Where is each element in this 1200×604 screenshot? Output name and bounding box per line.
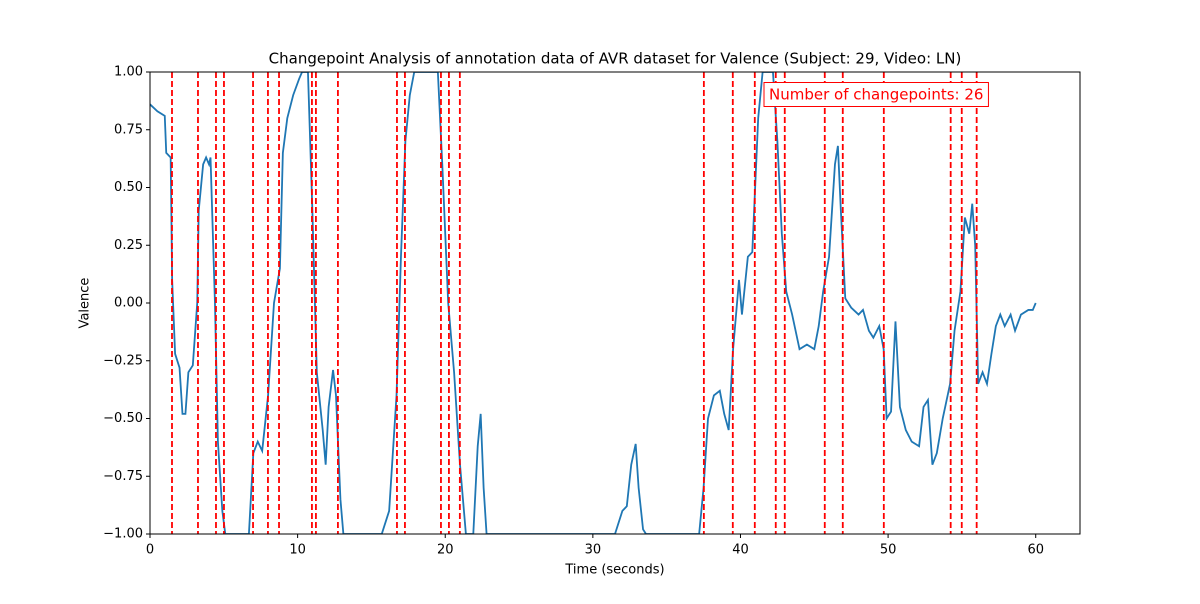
annotation: Number of changepoints: 26 xyxy=(769,86,983,104)
y-tick-label: −0.50 xyxy=(103,411,143,426)
x-tick-label: 10 xyxy=(289,543,306,558)
y-tick-label: 0.00 xyxy=(114,296,143,311)
y-tick-label: 0.75 xyxy=(114,122,143,137)
x-tick-label: 60 xyxy=(1027,543,1044,558)
y-tick-label: 0.50 xyxy=(114,180,143,195)
y-tick-label: 1.00 xyxy=(114,65,143,80)
x-tick-label: 0 xyxy=(146,543,154,558)
annotation-box xyxy=(763,82,989,107)
plot-frame xyxy=(149,71,1081,535)
y-tick-label: −0.25 xyxy=(103,353,143,368)
x-tick-label: 50 xyxy=(880,543,897,558)
x-axis-label: Time (seconds) xyxy=(564,563,664,578)
x-tick-label: 30 xyxy=(585,543,602,558)
x-tick-label: 40 xyxy=(732,543,749,558)
y-axis-label: Valence xyxy=(78,278,93,329)
chart-title: Changepoint Analysis of annotation data … xyxy=(269,50,962,68)
y-tick-label: −0.75 xyxy=(103,469,143,484)
x-tick-label: 20 xyxy=(437,543,454,558)
y-tick-label: −1.00 xyxy=(103,527,143,542)
y-tick-label: 0.25 xyxy=(114,238,143,253)
data-line xyxy=(150,72,1037,534)
